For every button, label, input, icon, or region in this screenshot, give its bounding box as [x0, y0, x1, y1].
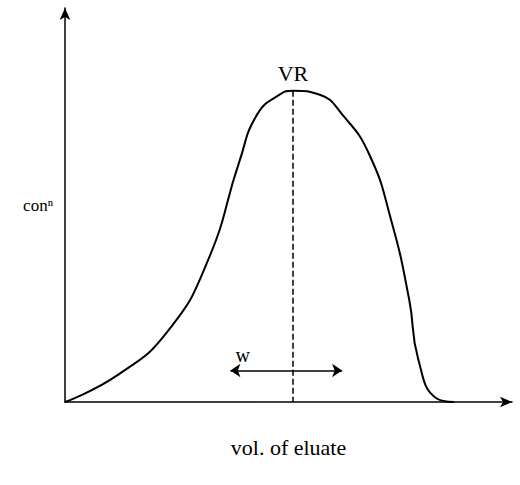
svg-text:vol. of eluate: vol. of eluate: [231, 435, 346, 460]
svg-text:VR: VR: [278, 61, 309, 86]
svg-text:conⁿ: conⁿ: [23, 196, 54, 215]
svg-text:w: w: [235, 344, 250, 366]
